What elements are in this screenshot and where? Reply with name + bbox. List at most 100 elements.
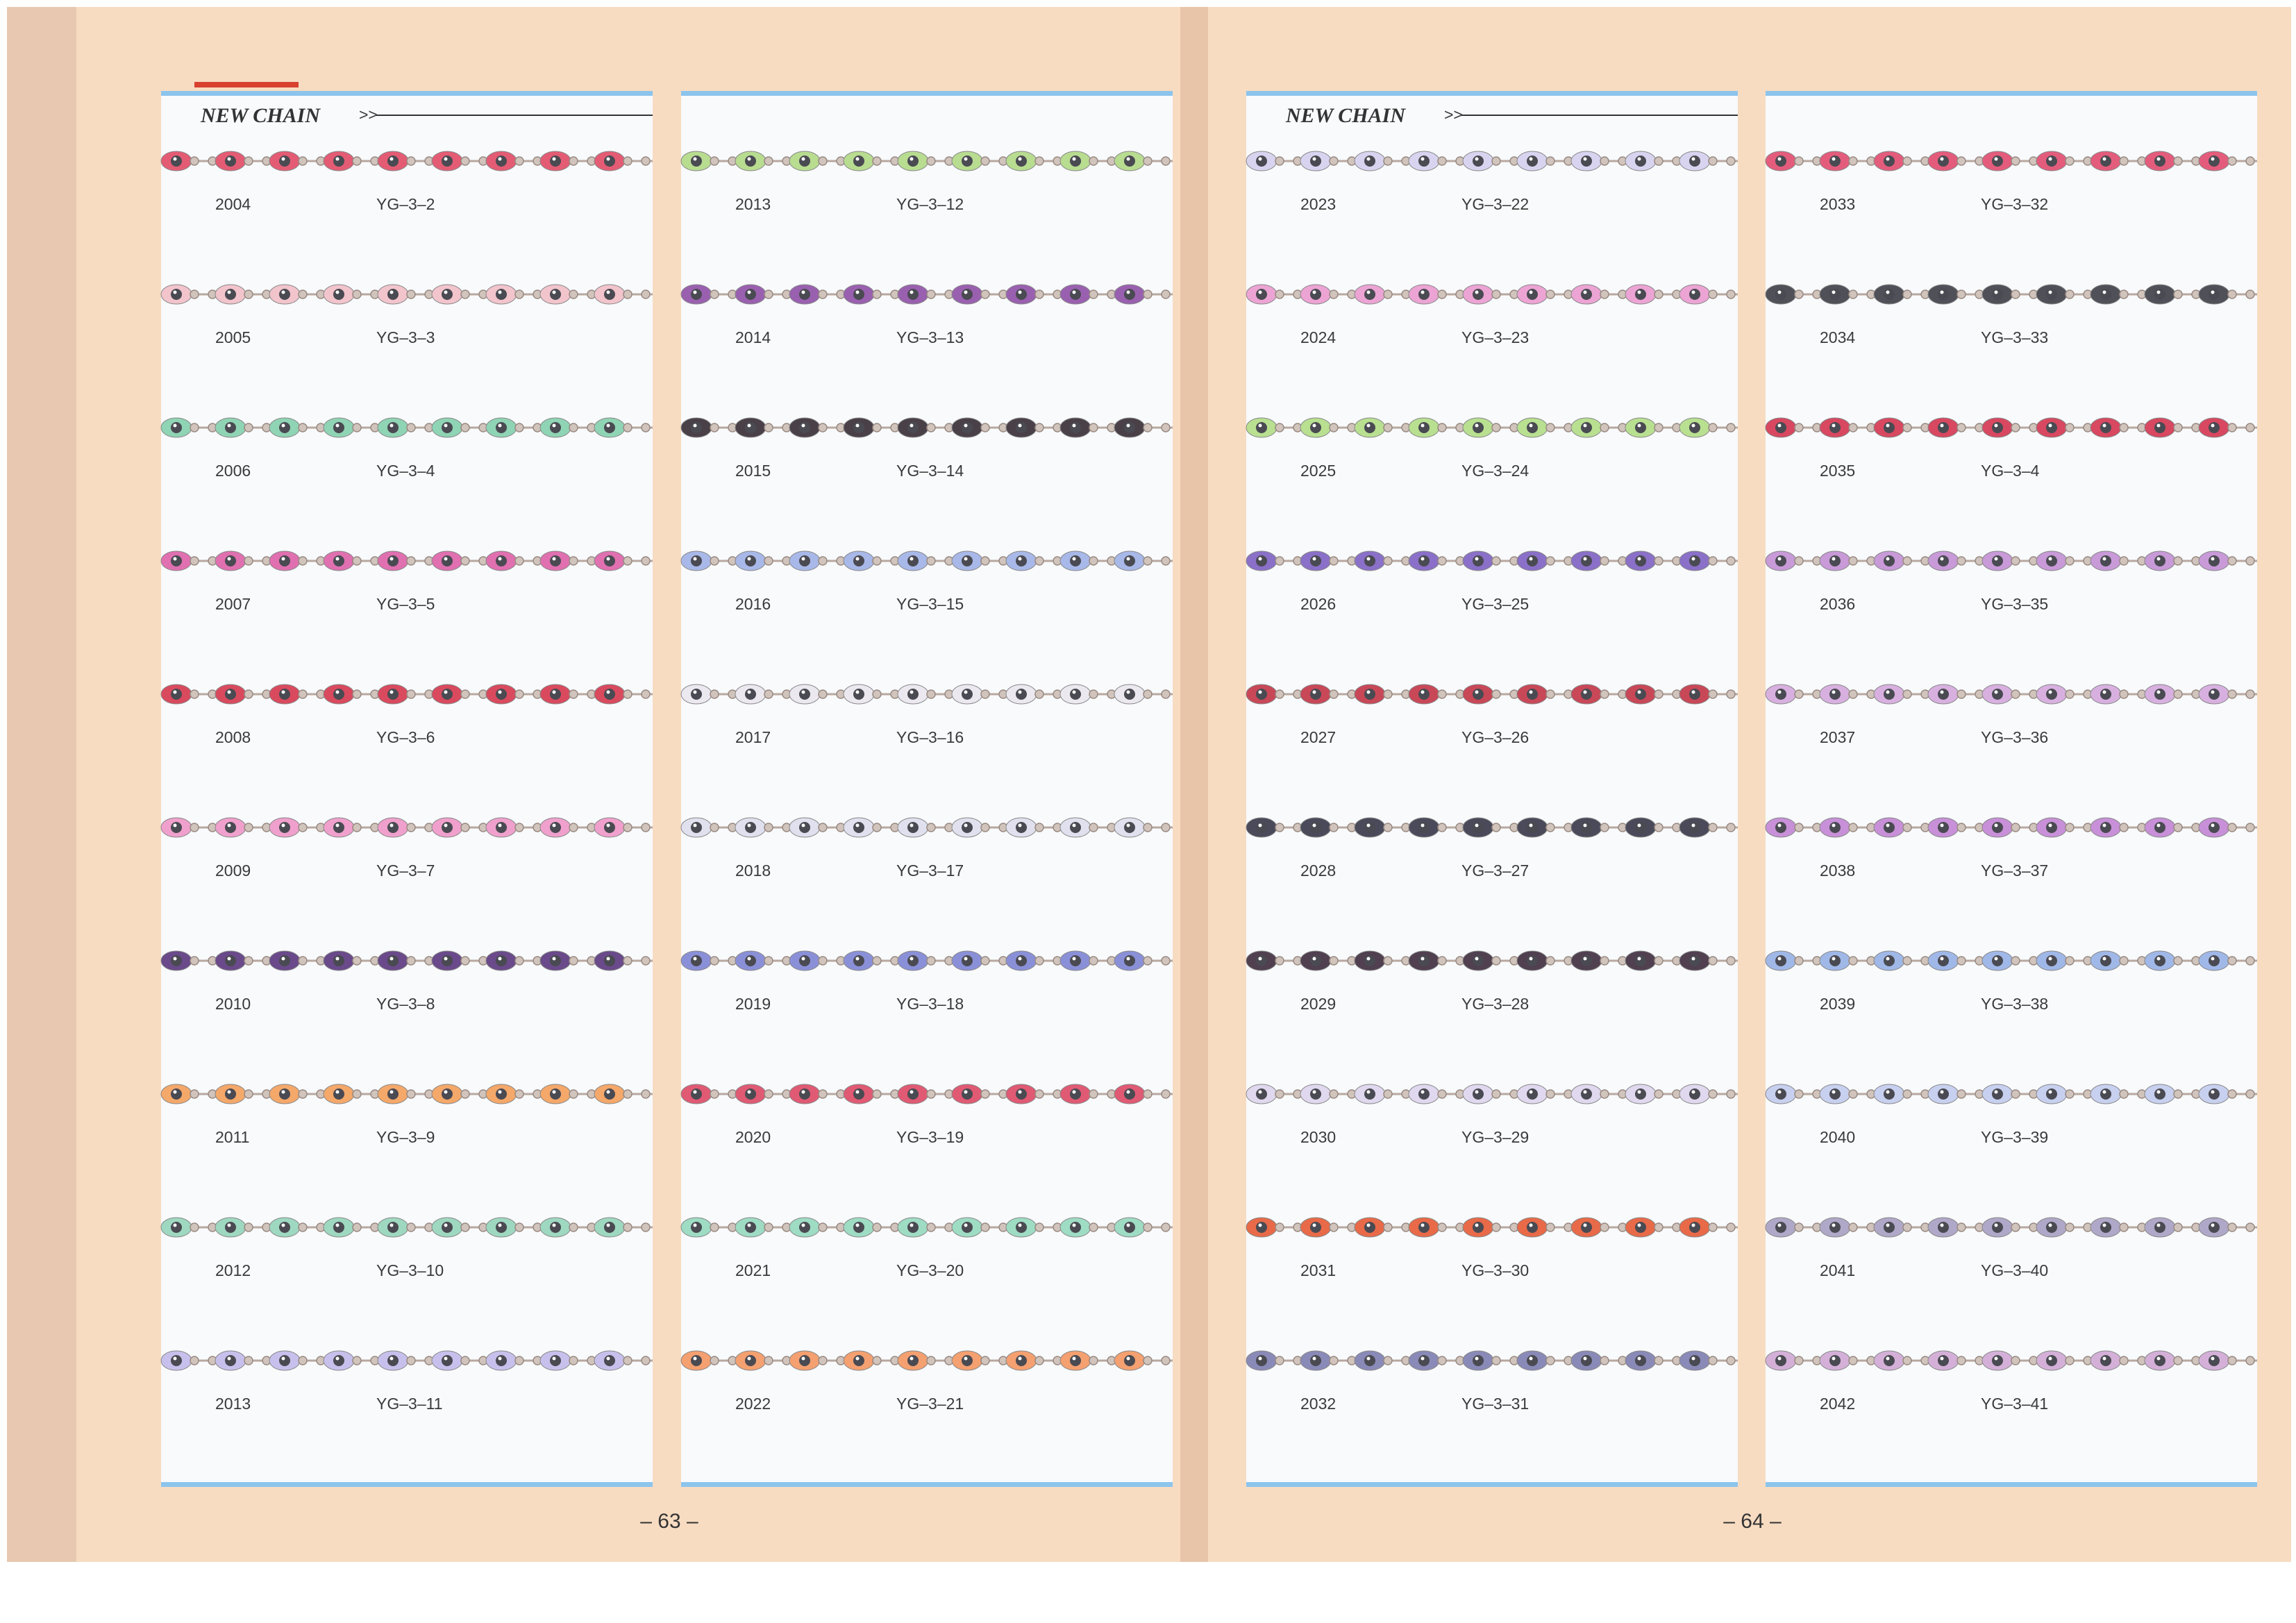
chain-stone [1070,422,1081,433]
chain-stone [1884,1355,1895,1366]
chain-stone [1418,689,1430,700]
chain-glint [1529,290,1533,294]
chain-stone [2100,155,2111,167]
chain-bead [2119,1222,2129,1232]
chain-glint [964,423,968,428]
chain-stone [1310,555,1321,566]
chain-glint [2102,290,2106,294]
chain-bead [1437,156,1447,166]
item-model: YG–3–8 [376,995,435,1013]
chain-stone [604,1088,615,1100]
chain-stone [691,1088,702,1100]
chain-glint [801,157,805,161]
chain-stone [1473,155,1484,167]
chain [680,1350,1173,1371]
item-code: 2037 [1820,728,1855,746]
chain-glint [2048,1090,2052,1094]
chain-glint [1691,157,1695,161]
chain-glint [1312,290,1316,294]
chain [1765,1350,2257,1371]
chain-bead [244,556,253,566]
chain-bead [1545,1089,1555,1099]
chain-bead [1545,156,1555,166]
chain-bead [2119,423,2129,432]
chain-bead [569,823,578,832]
chain-bead [1143,1356,1153,1365]
chain-stone [1689,422,1700,433]
chain-stone [387,555,399,566]
chain-glint [173,1223,177,1227]
chain-bead [926,956,936,966]
item-code: 2034 [1820,328,1855,346]
chain-stone [1364,555,1375,566]
chain-stone [496,422,507,433]
chain-glint [1886,823,1890,827]
chain-stone [171,955,182,966]
chain-glint [2211,690,2215,694]
chain-glint [2048,290,2052,294]
chain-stone [550,822,561,833]
chain-bead [1848,423,1858,432]
chain-glint [389,290,394,294]
chain-stone [1992,1088,2003,1100]
tab-mark [194,82,299,87]
chain-glint [910,1223,914,1227]
chain-glint [910,290,914,294]
chain-glint [335,157,340,161]
chain-bead [2065,423,2075,432]
chain-bead [352,1089,362,1099]
chain-glint [444,690,448,694]
chain-bead [1161,956,1171,966]
chain [160,1217,653,1238]
chain-bead [623,823,632,832]
chain-stone [1775,289,1786,300]
chain-glint [1994,290,1998,294]
item-model: YG–3–31 [1461,1395,1529,1413]
chain-stone [604,289,615,300]
chain-glint [1258,690,1262,694]
chain-stone [333,155,344,167]
chain-bead [1848,289,1858,299]
chain-bead [1654,689,1664,699]
chain-bead [1491,156,1501,166]
chain-bead [1848,1222,1858,1232]
chain-glint [1832,423,1836,428]
item-code: 2035 [1820,462,1855,480]
chain-stone [1418,1088,1430,1100]
chain-bead [818,556,828,566]
chain-bead [298,1222,308,1232]
chain-stone [279,422,290,433]
chain-stone [2209,422,2220,433]
chain-stone [333,689,344,700]
chain-glint [1018,690,1022,694]
chain-bead [244,156,253,166]
chain-stone [387,689,399,700]
chain-bead [980,1089,990,1099]
chain-glint [2211,290,2215,294]
chain-bead [2119,1089,2129,1099]
chain-bead [2173,1222,2183,1232]
chain-bead [980,156,990,166]
chain [680,417,1173,438]
chain-glint [1994,1356,1998,1361]
chain-stone [1884,422,1895,433]
chain-glint [281,1223,285,1227]
chain-glint [910,690,914,694]
chain-bead [872,156,882,166]
chain-stone [799,555,810,566]
chain-stone [1473,1222,1484,1233]
chain-bead [1726,423,1736,432]
chain-glint [281,1356,285,1361]
chain-glint [910,957,914,961]
chain-bead [352,689,362,699]
chain-bead [190,556,199,566]
chain-stone [907,422,919,433]
chain-bead [1726,1356,1736,1365]
item-model: YG–3–35 [1981,595,2048,613]
chain-stone [1527,1088,1538,1100]
chain-stone [745,689,756,700]
chain-glint [606,1223,610,1227]
chain-bead [818,823,828,832]
chain-glint [281,690,285,694]
chain-glint [444,1223,448,1227]
